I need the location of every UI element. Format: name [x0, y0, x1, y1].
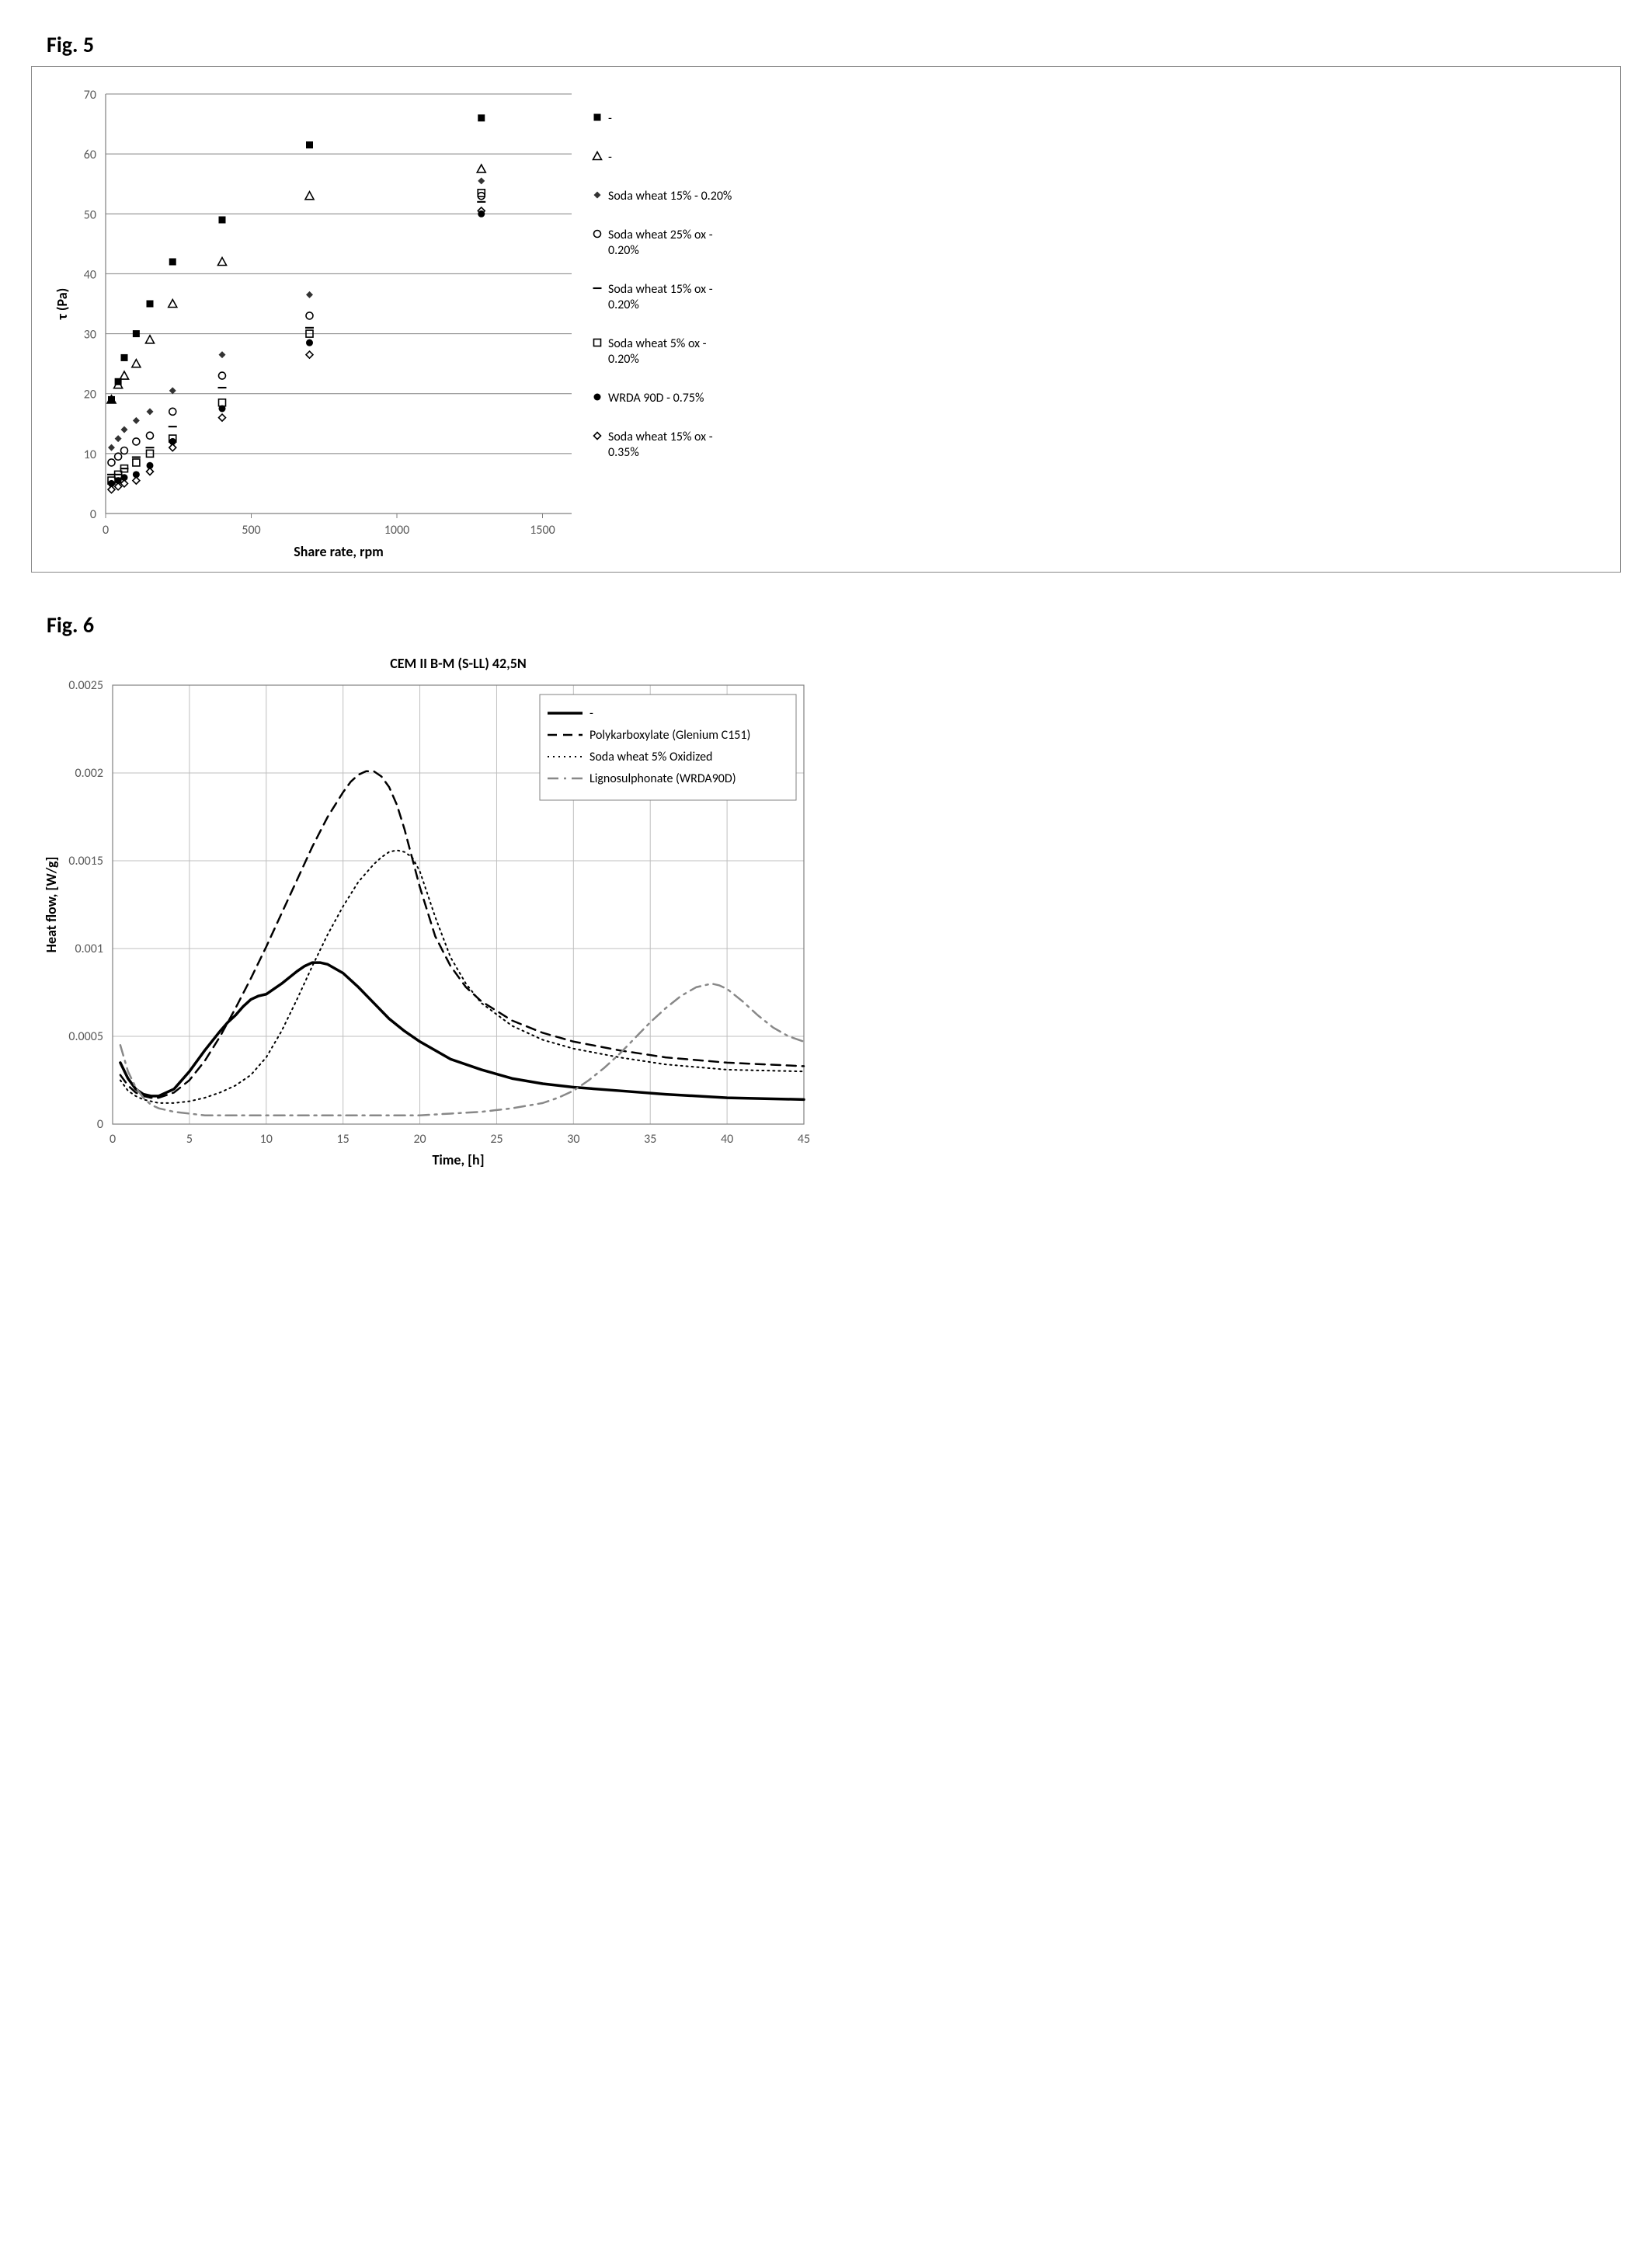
- svg-text:0.0015: 0.0015: [68, 854, 103, 869]
- svg-text:0: 0: [110, 1132, 116, 1147]
- svg-text:45: 45: [798, 1132, 810, 1147]
- svg-text:30: 30: [567, 1132, 579, 1147]
- svg-text:20: 20: [84, 388, 96, 402]
- svg-text:Lignosulphonate (WRDA90D): Lignosulphonate (WRDA90D): [590, 771, 736, 786]
- svg-text:0.001: 0.001: [75, 942, 103, 956]
- svg-text:25: 25: [490, 1132, 503, 1147]
- svg-text:1500: 1500: [530, 523, 555, 538]
- svg-text:0.35%: 0.35%: [608, 445, 639, 460]
- svg-text:Soda wheat 15% ox -: Soda wheat 15% ox -: [608, 430, 713, 444]
- svg-text:WRDA 90D - 0.75%: WRDA 90D - 0.75%: [608, 391, 704, 406]
- svg-text:Share rate, rpm: Share rate, rpm: [294, 543, 384, 560]
- svg-text:-: -: [608, 111, 612, 126]
- svg-text:0.20%: 0.20%: [608, 298, 639, 312]
- svg-text:0: 0: [103, 523, 109, 538]
- fig5-chart: 0 10 20 30 40 50 60 70 0 500 1000 1500 Share rate, r…: [31, 66, 1621, 573]
- svg-text:70: 70: [84, 88, 96, 103]
- svg-text:35: 35: [644, 1132, 656, 1147]
- svg-text:60: 60: [84, 148, 96, 162]
- svg-text:-: -: [608, 150, 612, 165]
- svg-text:15: 15: [337, 1132, 350, 1147]
- svg-text:0: 0: [97, 1117, 103, 1132]
- svg-text:Soda wheat 15% - 0.20%: Soda wheat 15% - 0.20%: [608, 189, 732, 204]
- svg-text:1000: 1000: [384, 523, 409, 538]
- fig6-chart: CEM II B-M (S-LL) 42,5N 0 0.0005 0.001 0.001…: [31, 646, 1621, 1175]
- svg-text:Soda wheat 15% ox -: Soda wheat 15% ox -: [608, 282, 713, 297]
- svg-text:0.002: 0.002: [75, 766, 103, 781]
- fig5-label: Fig. 5: [47, 31, 1621, 58]
- svg-text:0.0005: 0.0005: [68, 1029, 103, 1044]
- svg-text:Soda wheat 5% Oxidized: Soda wheat 5% Oxidized: [590, 750, 712, 764]
- svg-text:Polykarboxylate (Glenium C151): Polykarboxylate (Glenium C151): [590, 728, 750, 743]
- svg-text:50: 50: [84, 207, 96, 222]
- svg-text:20: 20: [413, 1132, 426, 1147]
- svg-text:Time, [h]: Time, [h]: [432, 1151, 484, 1168]
- svg-text:10: 10: [260, 1132, 273, 1147]
- svg-text:0.20%: 0.20%: [608, 243, 639, 258]
- svg-text:40: 40: [84, 267, 96, 282]
- svg-text:0.0025: 0.0025: [68, 678, 103, 693]
- svg-text:5: 5: [186, 1132, 193, 1147]
- svg-text:-: -: [590, 706, 593, 721]
- svg-text:500: 500: [242, 523, 260, 538]
- svg-text:0: 0: [90, 507, 96, 522]
- svg-text:τ (Pa): τ (Pa): [54, 288, 71, 320]
- svg-text:40: 40: [721, 1132, 733, 1147]
- svg-text:Soda wheat 5% ox -: Soda wheat 5% ox -: [608, 336, 707, 351]
- svg-text:Soda wheat 25% ox -: Soda wheat 25% ox -: [608, 228, 713, 242]
- svg-text:CEM II B-M (S-LL) 42,5N: CEM II B-M (S-LL) 42,5N: [390, 655, 527, 672]
- svg-text:0.20%: 0.20%: [608, 352, 639, 367]
- svg-text:10: 10: [84, 447, 96, 462]
- svg-text:30: 30: [84, 328, 96, 343]
- fig6-label: Fig. 6: [47, 611, 1621, 639]
- svg-text:Heat flow, [W/g]: Heat flow, [W/g]: [43, 857, 60, 953]
